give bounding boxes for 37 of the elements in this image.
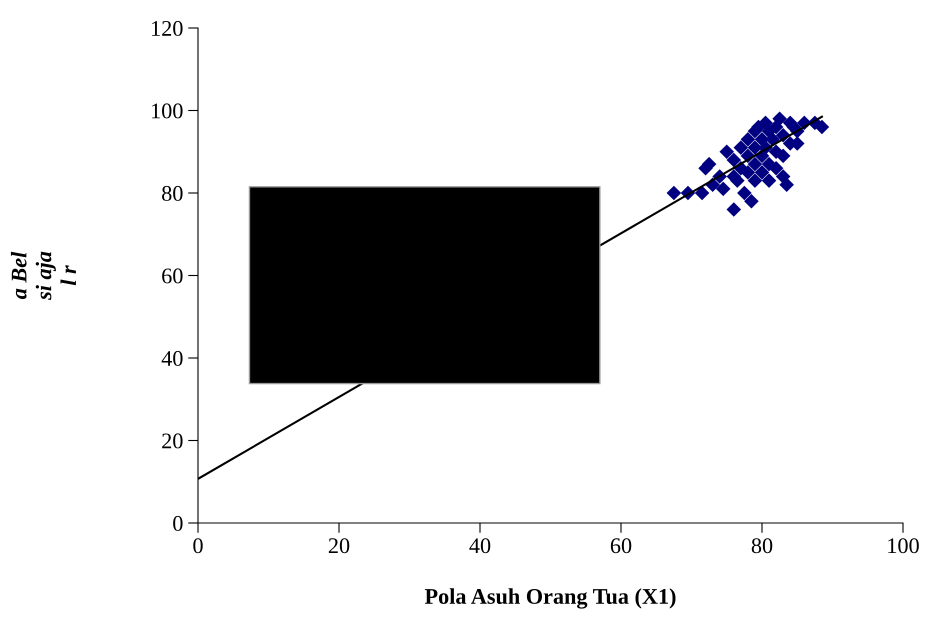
point — [748, 173, 762, 188]
x-tick-label: 80 — [752, 538, 772, 554]
point — [740, 132, 756, 147]
point — [737, 186, 752, 200]
point — [754, 165, 770, 180]
y-tick-label: 100 — [152, 103, 183, 118]
y-tick-label: 20 — [162, 433, 183, 448]
x-tick-label: 60 — [610, 538, 632, 554]
point — [740, 165, 756, 180]
point — [762, 173, 776, 188]
y-tick-label: 80 — [162, 186, 183, 201]
y-tick-label: 40 — [162, 350, 183, 366]
point — [772, 111, 787, 126]
point — [748, 140, 762, 155]
point — [768, 160, 784, 176]
point — [716, 182, 731, 196]
point — [694, 186, 710, 200]
point — [726, 152, 742, 168]
y-axis-title: a Bel si aja l r — [10, 252, 76, 300]
point — [776, 148, 790, 164]
x-tick-label: 0 — [193, 538, 203, 554]
x-tick-label: 40 — [469, 538, 490, 554]
x-axis-title: Pola Asuh Orang Tua (X1) — [424, 588, 676, 609]
point — [779, 177, 794, 192]
point — [726, 202, 742, 217]
point — [744, 194, 759, 209]
point — [719, 144, 734, 160]
point — [814, 120, 830, 134]
point — [748, 156, 762, 172]
y-tick-label: 60 — [162, 268, 183, 284]
y-tick-label: 0 — [173, 516, 183, 531]
point — [765, 132, 780, 147]
point — [734, 140, 748, 155]
point — [666, 186, 682, 200]
y-tick-label: 120 — [152, 20, 183, 36]
x-tick-label: 100 — [888, 538, 919, 554]
x-tick-label: 20 — [328, 538, 350, 554]
